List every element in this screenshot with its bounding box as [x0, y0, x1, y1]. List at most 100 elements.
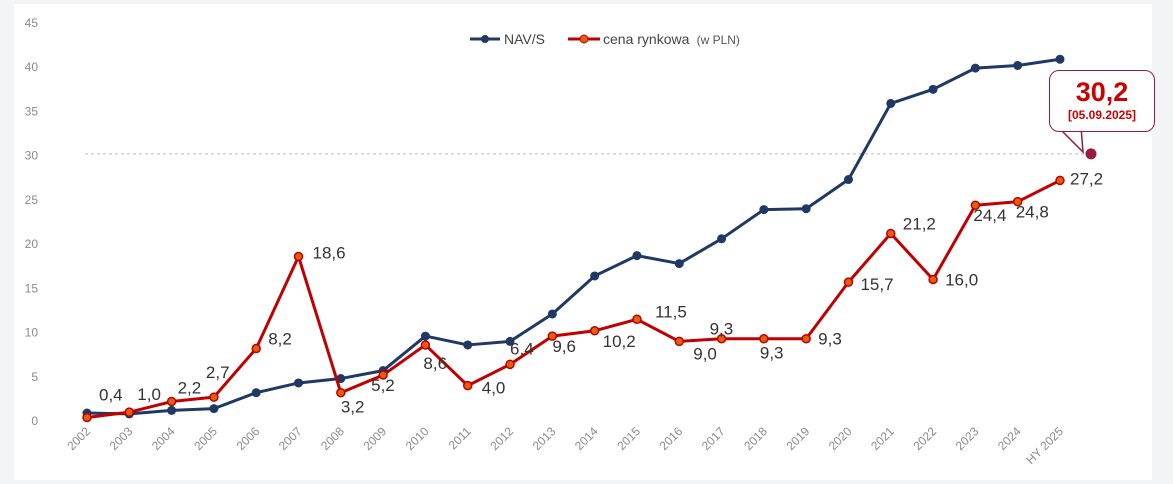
nav-point — [717, 234, 727, 244]
price-point — [209, 392, 219, 402]
y-tick-label: 45 — [25, 16, 39, 30]
x-tick-label: 2024 — [995, 424, 1024, 453]
x-tick-label: 2006 — [234, 424, 263, 453]
callout-pointer — [1057, 126, 1084, 154]
x-tick-label: 2018 — [741, 424, 770, 453]
nav-point — [294, 378, 304, 388]
price-data-label: 0,4 — [99, 385, 123, 404]
price-point — [293, 251, 304, 262]
nav-point — [886, 98, 896, 108]
nav-line — [86, 57, 1061, 416]
legend-price-label: cena rynkowa — [603, 31, 690, 47]
nav-point — [251, 388, 261, 398]
x-tick-label: 2008 — [318, 424, 347, 453]
price-point — [589, 326, 600, 336]
nav-point — [463, 340, 473, 350]
callout-value: 30,2 — [1075, 77, 1129, 107]
price-data-label: 6,4 — [510, 339, 534, 358]
price-data-label: 27,2 — [1070, 169, 1103, 188]
price-point — [378, 370, 388, 380]
y-tick-label: 10 — [25, 326, 39, 340]
price-point — [251, 343, 261, 354]
price-point — [462, 380, 473, 391]
nav-point — [547, 309, 557, 319]
y-tick-label: 0 — [31, 414, 38, 428]
price-data-label: 9,3 — [760, 344, 784, 363]
price-data-label: 18,6 — [313, 243, 346, 262]
price-point — [886, 228, 896, 239]
x-tick-label: 2007 — [276, 424, 305, 453]
legend-price-dot — [579, 34, 589, 44]
callout-date: [05.09.2025] — [1067, 108, 1137, 122]
nav-point — [1055, 54, 1065, 64]
x-tick-label: 2002 — [64, 424, 93, 453]
nav-point — [590, 271, 600, 281]
x-tick-label: 2012 — [487, 424, 516, 453]
current-price-callout: 30,2 [05.09.2025] — [1049, 70, 1155, 132]
price-data-label: 2,2 — [178, 379, 202, 398]
price-point — [82, 412, 92, 423]
nav-point — [505, 336, 515, 346]
price-data-label: 24,4 — [973, 206, 1006, 225]
price-point — [166, 396, 177, 407]
line-chart: 0 5 10 15 20 25 30 35 40 45 2002 2003 2004 2005 2006 20… — [25, 16, 1103, 467]
nav-point — [759, 205, 769, 215]
y-tick-label: 5 — [31, 370, 38, 384]
nav-point — [632, 251, 642, 261]
nav-point — [674, 259, 684, 269]
price-data-label: 8,6 — [423, 354, 447, 373]
price-data-label: 9,3 — [710, 320, 734, 339]
price-line — [86, 179, 1061, 419]
price-data-label: 2,7 — [206, 363, 230, 382]
price-point — [420, 340, 431, 350]
x-tick-label: 2005 — [191, 424, 220, 453]
price-point — [928, 274, 938, 285]
x-tick-label: 2022 — [910, 424, 939, 453]
y-tick-label: 30 — [25, 149, 39, 163]
price-data-label: 11,5 — [655, 302, 687, 321]
price-point — [716, 333, 727, 344]
price-point — [124, 407, 135, 417]
x-tick-label: 2004 — [149, 424, 178, 453]
legend-nav-dot — [481, 35, 489, 43]
price-data-label: 9,0 — [693, 344, 717, 363]
x-tick-label: 2016 — [657, 424, 686, 453]
price-point — [970, 200, 981, 210]
price-data-label: 24,8 — [1016, 203, 1049, 222]
nav-point — [970, 63, 980, 73]
x-tick-label: 2009 — [360, 424, 389, 453]
price-point — [505, 359, 515, 370]
legend-nav-label: NAV/S — [504, 31, 545, 47]
price-point — [547, 331, 558, 341]
price-data-label: 15,7 — [860, 275, 893, 294]
price-data-label: 9,6 — [552, 337, 576, 356]
nav-point — [167, 405, 177, 415]
nav-point — [928, 84, 938, 94]
x-tick-label: 2003 — [107, 424, 136, 453]
price-point — [674, 336, 685, 347]
nav-point — [801, 204, 811, 214]
y-tick-label: 15 — [25, 281, 39, 295]
x-tick-label: 2014 — [572, 424, 601, 453]
price-data-label: 4,0 — [482, 379, 506, 398]
x-tick-label: 2013 — [530, 424, 559, 453]
price-point — [336, 387, 346, 398]
price-point — [1012, 196, 1023, 207]
price-data-label: 8,2 — [268, 329, 292, 348]
x-tick-label: 2010 — [403, 424, 432, 453]
y-tick-label: 20 — [25, 237, 39, 251]
current-price-dot — [1085, 148, 1097, 160]
price-point — [1055, 175, 1065, 186]
y-tick-label: 40 — [25, 60, 39, 74]
price-point — [843, 277, 854, 287]
x-tick-label: HY 2025 — [1023, 424, 1066, 467]
x-tick-label: 2017 — [699, 424, 728, 453]
price-point — [801, 333, 811, 344]
price-point — [759, 333, 769, 344]
nav-point — [1013, 60, 1023, 70]
chart-card: 0 5 10 15 20 25 30 35 40 45 2002 2003 2004 2005 2006 20… — [14, 4, 1155, 480]
price-data-label: 5,2 — [371, 376, 395, 395]
nav-point — [420, 331, 430, 341]
x-tick-label: 2015 — [614, 424, 643, 453]
price-point — [632, 314, 642, 325]
